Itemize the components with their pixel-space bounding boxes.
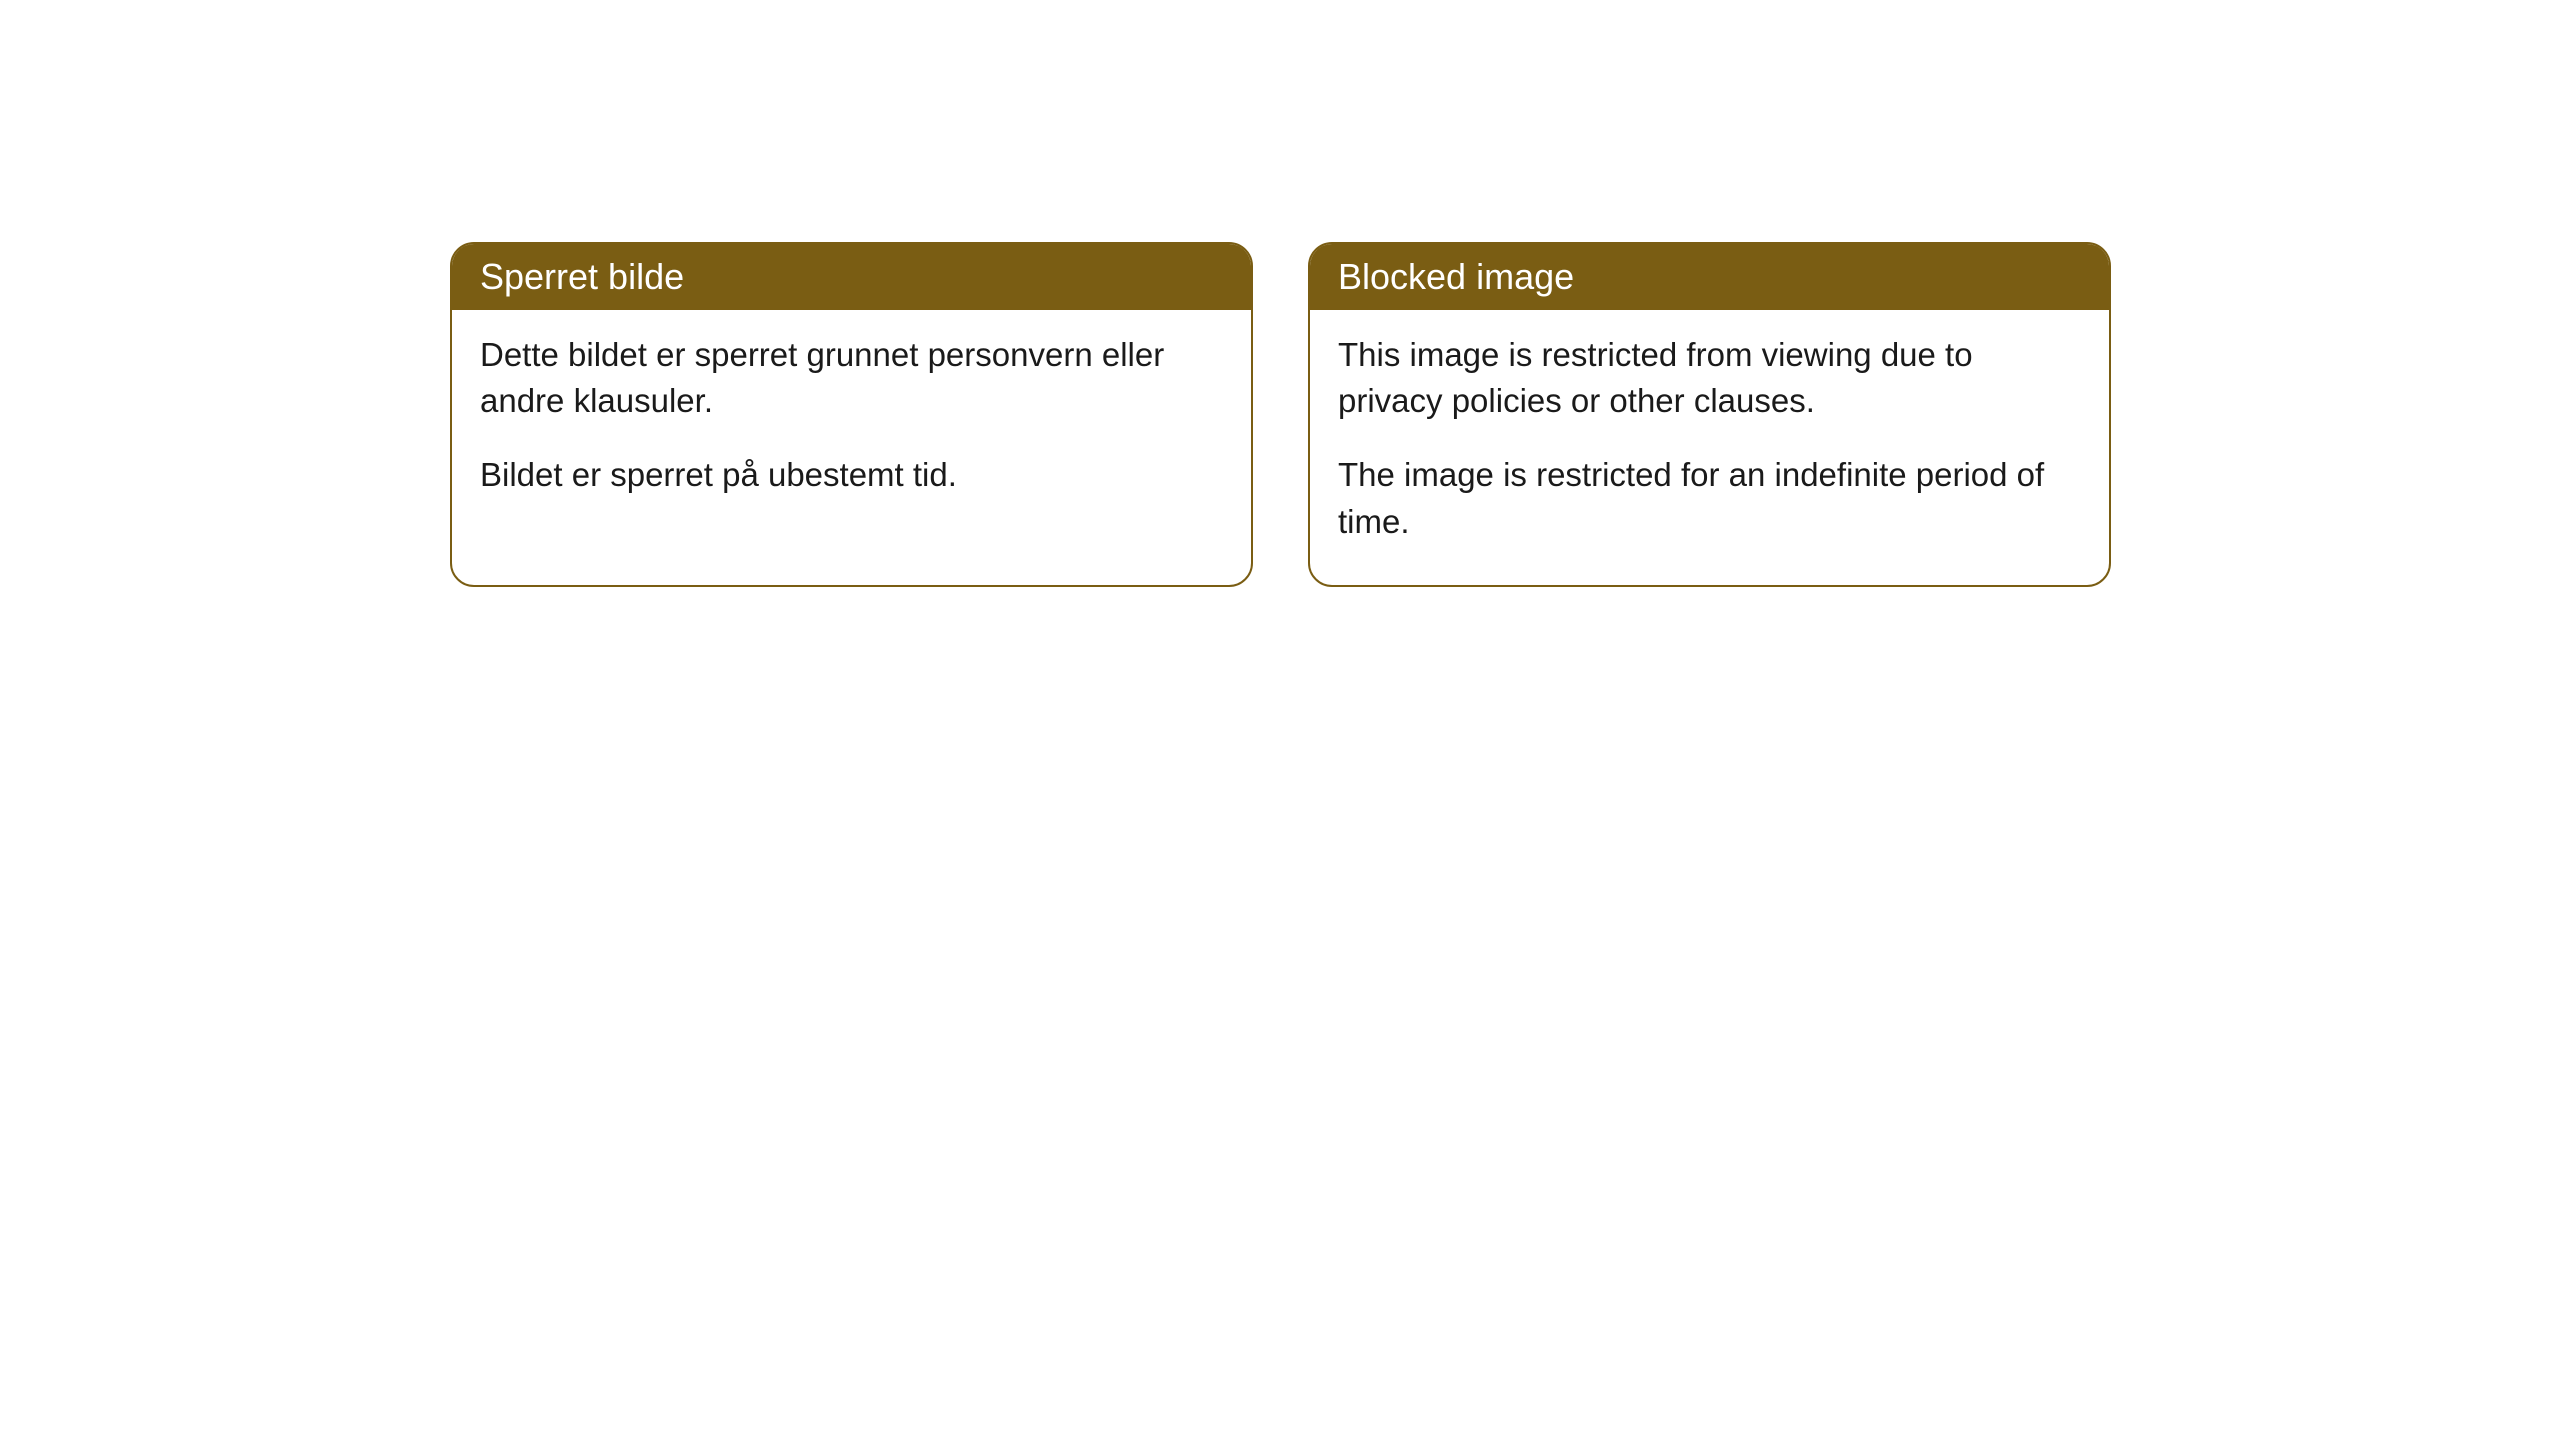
- notification-card-english: Blocked image This image is restricted f…: [1308, 242, 2111, 587]
- card-paragraph: The image is restricted for an indefinit…: [1338, 452, 2081, 544]
- card-title: Sperret bilde: [480, 256, 684, 297]
- card-header-norwegian: Sperret bilde: [452, 244, 1251, 310]
- card-body-norwegian: Dette bildet er sperret grunnet personve…: [452, 310, 1251, 539]
- card-title: Blocked image: [1338, 256, 1574, 297]
- card-paragraph: Bildet er sperret på ubestemt tid.: [480, 452, 1223, 498]
- notification-card-norwegian: Sperret bilde Dette bildet er sperret gr…: [450, 242, 1253, 587]
- card-paragraph: Dette bildet er sperret grunnet personve…: [480, 332, 1223, 424]
- card-body-english: This image is restricted from viewing du…: [1310, 310, 2109, 585]
- card-paragraph: This image is restricted from viewing du…: [1338, 332, 2081, 424]
- notification-cards-container: Sperret bilde Dette bildet er sperret gr…: [450, 242, 2111, 587]
- card-header-english: Blocked image: [1310, 244, 2109, 310]
